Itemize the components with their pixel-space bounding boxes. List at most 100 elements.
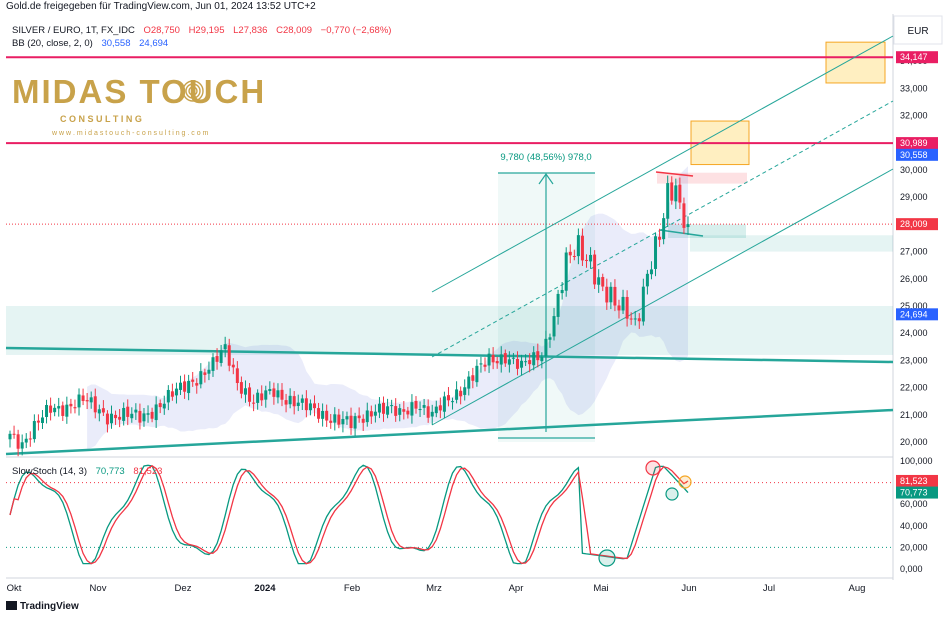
candles-layer	[8, 175, 690, 457]
stoch-tag-bg	[896, 474, 938, 487]
logo-subtitle: C O N S U L T I N G	[60, 114, 142, 124]
candle-body	[580, 235, 584, 261]
candle-body	[126, 406, 130, 417]
candle-body	[211, 357, 215, 371]
price-tag-label: 24,694	[900, 309, 928, 319]
candle-body	[53, 407, 57, 413]
channel-upper	[431, 35, 894, 293]
candle-body	[459, 390, 463, 397]
candle-body	[223, 344, 227, 350]
flag-support	[659, 229, 704, 237]
currency-label: EUR	[907, 26, 928, 37]
logo-brand: MIDAS TOUCH	[12, 73, 266, 110]
candle-body	[625, 296, 629, 319]
candle-body	[674, 185, 678, 202]
candle-body	[601, 277, 605, 287]
stoch-k-line	[9, 464, 689, 565]
candle-body	[544, 338, 548, 357]
stoch-d-line	[9, 465, 689, 565]
candle-body	[69, 403, 73, 407]
close-value: C28,009	[276, 25, 312, 36]
target-zone-lower	[690, 235, 893, 252]
candle-body	[166, 389, 170, 403]
candle-body	[97, 409, 101, 414]
tradingview-footer[interactable]: TradingView	[6, 600, 79, 614]
candle-body	[451, 401, 455, 403]
candle-body	[520, 360, 524, 368]
candle-body	[264, 390, 268, 400]
candle-body	[418, 409, 422, 411]
candle-body	[49, 405, 53, 413]
candle-body	[260, 393, 264, 401]
candle-body	[36, 420, 40, 423]
publish-info: Gold.de freigegeben für TradingView.com,…	[6, 1, 316, 12]
candle-body	[292, 396, 296, 407]
stoch-tag-label: 70,773	[900, 488, 928, 498]
fingerprint-icon	[182, 80, 204, 102]
candle-body	[333, 414, 337, 423]
candle-body	[154, 404, 158, 421]
candle-body	[85, 400, 89, 402]
candle-body	[203, 372, 207, 375]
candle-body	[170, 391, 174, 397]
candle-body	[438, 405, 442, 411]
candle-body	[146, 413, 150, 415]
candle-body	[491, 354, 495, 363]
candle-body	[463, 387, 467, 395]
price-tick-label: 25,000	[900, 301, 928, 311]
time-tick-label: Mai	[593, 583, 608, 594]
bb-lower-value: 24,694	[139, 38, 168, 49]
main-legend[interactable]: SILVER / EURO, 1T, FX_IDC O28,750 H29,19…	[12, 25, 391, 49]
candle-body	[430, 411, 434, 417]
candle-body	[678, 184, 682, 203]
candle-body	[394, 406, 398, 416]
candle-body	[304, 398, 308, 411]
time-tick-label: Feb	[344, 583, 360, 594]
time-tick-label: 2024	[254, 583, 276, 594]
candle-body	[321, 410, 325, 419]
horizontal-trendline	[5, 346, 894, 364]
candle-body	[483, 364, 487, 367]
price-tag-label: 34,147	[900, 52, 928, 62]
bb-label: BB (20, close, 2, 0)	[12, 38, 93, 49]
candle-body	[499, 354, 503, 365]
stoch-tick-label: 40,000	[900, 521, 928, 531]
candle-body	[122, 407, 126, 421]
candle-body	[649, 269, 653, 275]
price-tag-bg	[896, 51, 938, 64]
candle-body	[475, 365, 479, 383]
candle-body	[256, 392, 260, 403]
high-value: H29,195	[189, 25, 225, 36]
candle-body	[426, 406, 430, 418]
price-tick-label: 30,000	[900, 165, 928, 175]
candle-body	[564, 252, 568, 291]
candle-body	[65, 404, 69, 417]
stoch-k-value: 70,773	[96, 466, 125, 477]
tradingview-logo-icon	[6, 601, 17, 610]
candle-body	[138, 410, 142, 423]
channel-lower	[431, 168, 894, 426]
candle-body	[268, 389, 272, 392]
candle-body	[442, 396, 446, 412]
stoch-legend[interactable]: SlowStoch (14, 3) 70,773 81,523	[12, 466, 162, 477]
low-value: L27,836	[233, 25, 267, 36]
chart-area[interactable]: EUR 34,00033,00032,00031,00030,00029,000…	[0, 0, 944, 600]
candle-body	[109, 413, 113, 424]
candle-body	[503, 353, 507, 364]
candle-body	[77, 394, 81, 408]
candle-body	[195, 383, 199, 386]
price-tick-label: 29,000	[900, 192, 928, 202]
candle-body	[24, 438, 28, 443]
candle-body	[386, 406, 390, 415]
candle-body	[231, 364, 235, 368]
candle-body	[8, 433, 12, 440]
candle-body	[479, 363, 483, 365]
price-tick-label: 33,000	[900, 83, 928, 93]
symbol-label: SILVER / EURO, 1T, FX_IDC	[12, 25, 135, 36]
candle-body	[637, 318, 641, 322]
price-tick-label: 22,000	[900, 383, 928, 393]
candle-body	[235, 368, 239, 384]
candle-body	[552, 316, 556, 337]
currency-box[interactable]	[893, 15, 943, 45]
price-tag: 24,694	[896, 308, 938, 321]
